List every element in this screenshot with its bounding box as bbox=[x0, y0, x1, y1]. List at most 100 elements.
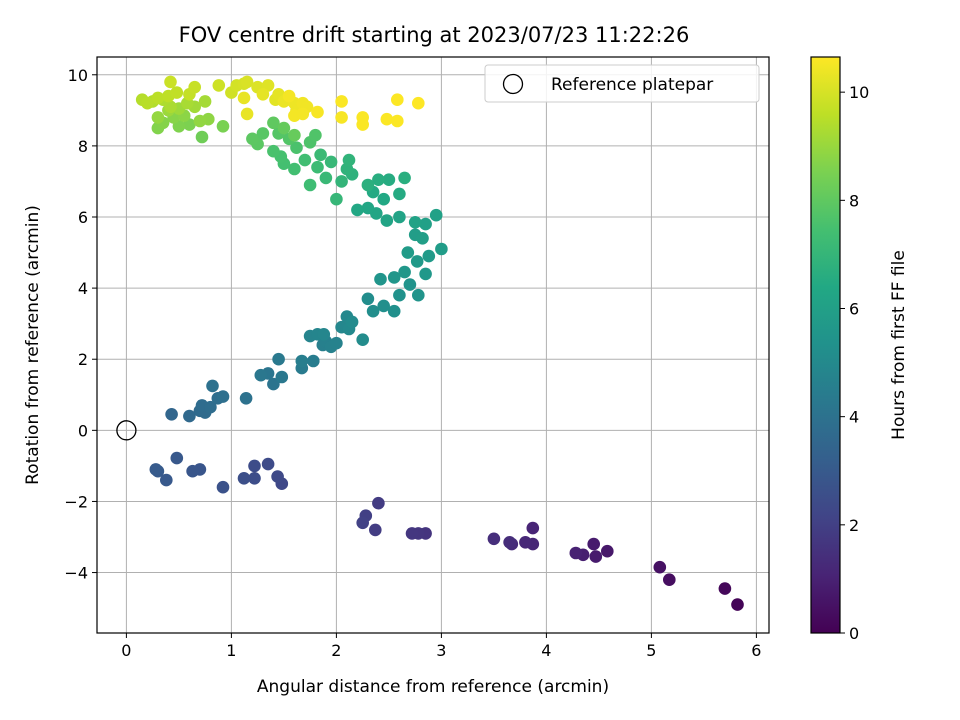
data-point bbox=[405, 527, 419, 540]
data-point bbox=[587, 537, 600, 551]
data-point bbox=[256, 88, 270, 101]
legend-marker-reference bbox=[502, 73, 524, 95]
x-axis-label: Angular distance from reference (arcmin) bbox=[257, 677, 609, 697]
data-point bbox=[356, 516, 370, 530]
data-point bbox=[149, 463, 163, 476]
data-point bbox=[272, 352, 285, 366]
data-point bbox=[361, 201, 375, 215]
data-point bbox=[526, 521, 540, 535]
data-point bbox=[271, 470, 284, 483]
x-tick-label: 0 bbox=[121, 641, 131, 660]
data-point bbox=[164, 75, 177, 89]
x-tick-label: 2 bbox=[331, 641, 341, 660]
data-point bbox=[391, 114, 404, 128]
data-point bbox=[314, 148, 327, 162]
data-point bbox=[335, 111, 348, 124]
y-axis-label: Rotation from reference (arcmin) bbox=[23, 205, 43, 485]
data-point bbox=[403, 278, 417, 291]
data-point bbox=[398, 171, 411, 185]
data-point bbox=[410, 255, 424, 268]
data-point bbox=[303, 178, 317, 192]
data-point bbox=[601, 544, 614, 558]
data-point bbox=[296, 107, 310, 121]
data-point bbox=[319, 171, 333, 185]
y-tick-label: 4 bbox=[78, 279, 88, 298]
plot-frame bbox=[96, 56, 770, 634]
data-point bbox=[393, 187, 406, 201]
data-point bbox=[335, 175, 348, 188]
x-tick-label: 3 bbox=[436, 641, 446, 660]
data-point bbox=[429, 208, 443, 222]
data-point bbox=[277, 121, 291, 135]
y-tick-label: 6 bbox=[78, 208, 88, 227]
data-point bbox=[361, 292, 375, 306]
data-point bbox=[248, 459, 261, 473]
colorbar-tick-label: 8 bbox=[849, 191, 859, 210]
data-point bbox=[160, 473, 173, 487]
data-point bbox=[382, 173, 396, 186]
data-point bbox=[401, 246, 415, 259]
data-point bbox=[391, 93, 404, 106]
data-point bbox=[519, 536, 532, 549]
data-point bbox=[324, 155, 338, 169]
data-point bbox=[503, 536, 516, 549]
data-point bbox=[216, 120, 230, 133]
data-point bbox=[256, 127, 270, 140]
data-point bbox=[653, 560, 667, 574]
x-tick-label: 5 bbox=[646, 641, 656, 660]
data-point bbox=[307, 354, 320, 368]
x-tick-label: 6 bbox=[751, 641, 761, 660]
data-point bbox=[248, 472, 261, 485]
colorbar: 0 2 4 6 8 10 Hours from first FF file bbox=[810, 56, 909, 643]
legend: Reference platepar bbox=[484, 64, 760, 103]
data-point bbox=[435, 242, 448, 256]
y-tick-label: −2 bbox=[64, 492, 88, 511]
data-point bbox=[311, 105, 324, 119]
data-point bbox=[387, 304, 401, 318]
data-point bbox=[356, 333, 370, 347]
data-point bbox=[267, 116, 280, 130]
y-tick-label: 2 bbox=[78, 350, 88, 369]
y-axis-ticks: −4 −2 0 2 4 6 8 10 bbox=[64, 66, 97, 583]
data-point bbox=[141, 96, 154, 110]
data-point bbox=[204, 400, 217, 414]
data-point bbox=[275, 370, 289, 384]
data-point bbox=[589, 550, 603, 563]
data-point bbox=[237, 472, 251, 485]
data-point bbox=[151, 111, 165, 124]
data-point bbox=[487, 532, 501, 546]
data-point bbox=[206, 379, 219, 393]
data-point bbox=[342, 153, 356, 167]
data-point bbox=[267, 144, 280, 158]
data-point bbox=[356, 118, 370, 131]
colorbar-tick-label: 4 bbox=[849, 408, 859, 427]
grid bbox=[97, 57, 769, 633]
y-tick-label: −4 bbox=[64, 564, 88, 583]
x-tick-label: 4 bbox=[541, 641, 551, 660]
data-point bbox=[374, 272, 387, 286]
data-point bbox=[361, 178, 375, 192]
data-point bbox=[288, 162, 301, 176]
data-point bbox=[718, 582, 732, 595]
data-point bbox=[198, 95, 212, 108]
data-point bbox=[237, 91, 251, 105]
data-point bbox=[663, 573, 676, 586]
data-point bbox=[569, 546, 583, 560]
y-tick-label: 8 bbox=[78, 137, 88, 156]
data-point bbox=[188, 80, 201, 94]
data-point bbox=[195, 130, 209, 144]
data-point bbox=[240, 107, 254, 121]
data-point bbox=[351, 203, 364, 217]
colorbar-tick-label: 6 bbox=[849, 299, 859, 318]
data-point bbox=[216, 390, 230, 403]
data-point bbox=[345, 315, 359, 329]
data-point bbox=[412, 288, 425, 302]
data-point bbox=[380, 112, 394, 126]
chart-title: FOV centre drift starting at 2023/07/23 … bbox=[179, 23, 690, 47]
data-point bbox=[393, 288, 406, 302]
data-point bbox=[387, 271, 401, 284]
data-point bbox=[295, 354, 309, 368]
data-point bbox=[335, 95, 348, 108]
colorbar-tick-label: 0 bbox=[849, 624, 859, 643]
